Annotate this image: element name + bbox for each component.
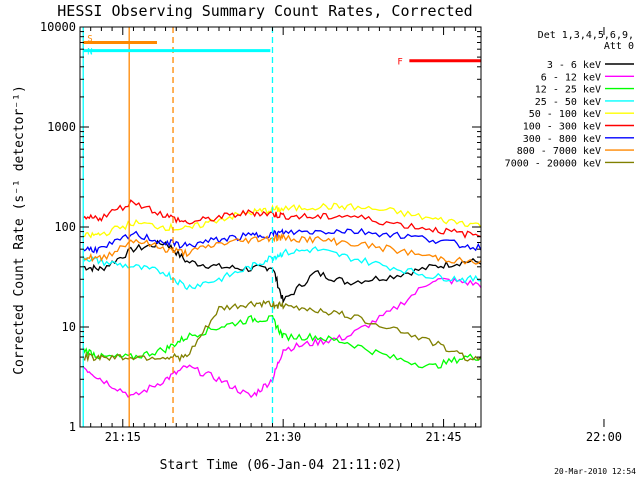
y-tick-label: 10000 (40, 20, 76, 34)
legend-label-4: 50 - 100 keV (529, 109, 601, 120)
series-line-1 (82, 277, 481, 399)
y-tick-label: 1 (69, 420, 76, 434)
footer-date: 20-Mar-2010 12:54 (554, 467, 636, 476)
plot-frame (79, 26, 482, 428)
x-tick-label: 21:15 (105, 430, 141, 444)
legend-label-0: 3 - 6 keV (547, 60, 601, 71)
series-line-2 (82, 314, 481, 369)
x-tick-label: 21:30 (265, 430, 301, 444)
series-line-6 (82, 227, 481, 255)
series-line-4 (83, 202, 481, 239)
x-tick-label: 22:00 (586, 430, 622, 444)
y-axis: 1 10 100 1000 10000 (40, 20, 481, 434)
flag-label-0: S (87, 34, 92, 44)
series-line-3 (82, 246, 481, 291)
legend-label-3: 25 - 50 keV (535, 97, 601, 108)
legend-title: Att 0 (604, 41, 634, 52)
legend-label-6: 300 - 800 keV (523, 134, 601, 145)
chart-title: HESSI Observing Summary Count Rates, Cor… (57, 2, 472, 20)
plot-area: SN F (82, 27, 481, 427)
legend-title: Det 1,3,4,5,6,9, (538, 30, 634, 41)
x-axis-label: Start Time (06-Jan-04 21:11:02) (160, 458, 403, 473)
y-axis-label: Corrected Count Rate (s⁻¹ detector⁻¹) (12, 85, 27, 375)
legend-label-5: 100 - 300 keV (523, 122, 601, 133)
legend-label-8: 7000 - 20000 keV (505, 158, 601, 169)
flag-label-1: N (87, 48, 92, 58)
legend-label-7: 800 - 7000 keV (517, 146, 601, 157)
series-line-8 (82, 299, 481, 363)
flag-label-2: F (397, 58, 402, 68)
series-line-0 (83, 239, 481, 305)
series-line-7 (83, 232, 481, 265)
y-tick-label: 100 (54, 220, 76, 234)
legend-label-2: 12 - 25 keV (535, 85, 601, 96)
y-tick-label: 10 (62, 320, 76, 334)
legend-label-1: 6 - 12 keV (541, 72, 601, 83)
x-tick-label: 21:45 (426, 430, 462, 444)
y-tick-label: 1000 (47, 120, 76, 134)
series-line-5 (82, 199, 481, 239)
